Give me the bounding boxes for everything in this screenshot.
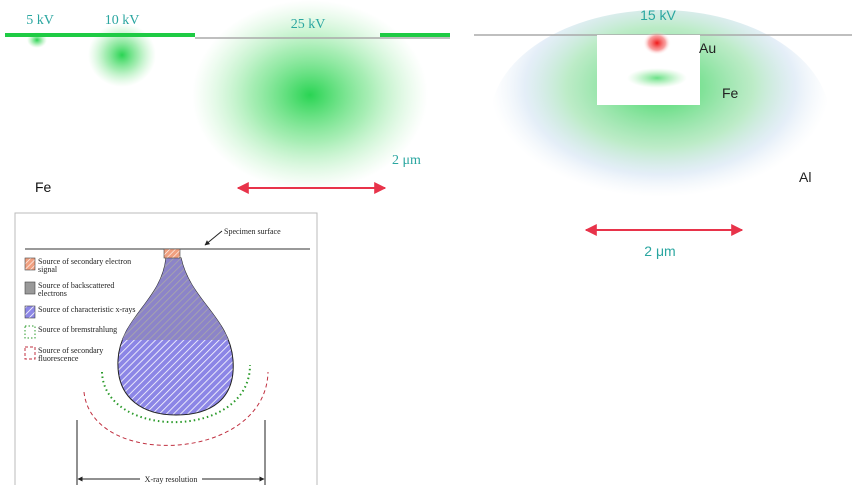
diagram: 5 kV 10 kV 25 kV 2 μm Fe 15 kV Au Fe Al … (0, 0, 852, 485)
energy-label: 25 kV (291, 17, 326, 32)
legend-text: Source of bremstrahlung (38, 326, 138, 334)
left-panel: 5 kV 10 kV 25 kV 2 μm Fe (5, 0, 450, 195)
energy-label: 10 kV (105, 13, 140, 28)
cloud-au (643, 31, 671, 55)
legend-text: Source of backscattered electrons (38, 282, 138, 298)
energy-label: 5 kV (26, 13, 54, 28)
legend-swatch (25, 306, 35, 318)
cloud-10kv (88, 23, 156, 87)
resolution-label: X-ray resolution (145, 475, 198, 484)
energy-label: 15 kV (640, 7, 676, 23)
legend-text: Source of secondary fluorescence (38, 347, 138, 363)
layer-label: Fe (722, 85, 739, 101)
scale-label: 2 μm (644, 243, 675, 259)
legend-text: Source of characteristic x-rays (38, 306, 138, 314)
layer-label: Al (799, 169, 811, 185)
surface-label: Specimen surface (224, 227, 281, 236)
scale-label: 2 μm (392, 153, 421, 168)
page: 5 kV 10 kV 25 kV 2 μm Fe 15 kV Au Fe Al … (0, 0, 852, 485)
legend-swatch (25, 282, 35, 294)
material-label: Fe (35, 179, 52, 195)
layer-label: Au (699, 40, 716, 56)
right-panel: 15 kV Au Fe Al 2 μm (474, 7, 852, 259)
cloud-fe (627, 68, 687, 88)
legend-text: Source of secondary electron signal (38, 258, 138, 274)
secondary-volume (164, 249, 180, 258)
legend-swatch (25, 258, 35, 270)
